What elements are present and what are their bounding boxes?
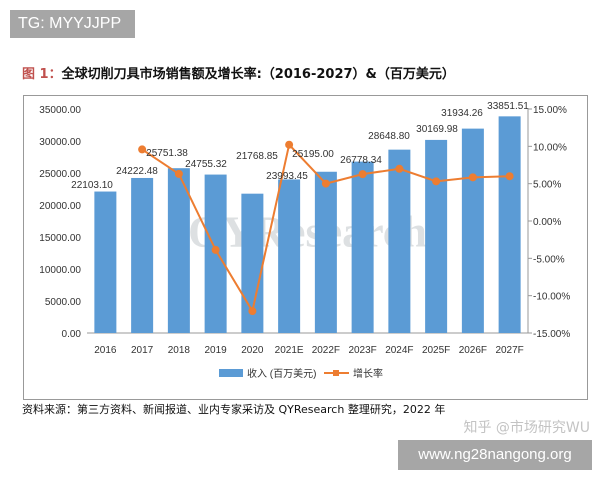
x-tick-label: 2019 <box>205 345 228 356</box>
y-left-tick-label: 0.00 <box>62 329 82 340</box>
y-right-tick-label: 15.00% <box>533 105 567 116</box>
bar-2021E <box>278 179 301 333</box>
bar-2022F <box>314 171 337 333</box>
bar-2025F <box>425 139 448 333</box>
x-tick-label: 2022F <box>312 345 340 356</box>
x-tick-label: 2016 <box>94 345 117 356</box>
bar-2018 <box>167 168 190 333</box>
y-left-tick-label: 35000.00 <box>39 105 81 116</box>
bar-data-label: 26778.34 <box>340 155 382 166</box>
x-tick-label: 2017 <box>131 345 154 356</box>
qyresearch-watermark: QYResearch <box>188 208 427 257</box>
y-right-tick-label: 0.00% <box>533 217 561 228</box>
figure-label: 图 1： <box>22 67 62 82</box>
bar-2027F <box>498 116 521 333</box>
bar-data-label: 22103.10 <box>71 180 113 191</box>
bar-data-label: 21768.85 <box>236 151 278 162</box>
growth-point-2017 <box>138 145 147 154</box>
top-badge: TG: MYYJJPP <box>10 10 135 38</box>
legend-line-marker <box>333 370 339 376</box>
growth-point-2019 <box>211 245 220 254</box>
growth-point-2023F <box>358 170 367 179</box>
bar-data-label: 33851.51 <box>487 101 529 112</box>
growth-point-2027F <box>505 172 514 181</box>
legend-line-label: 增长率 <box>353 367 383 380</box>
growth-point-2024F <box>395 164 404 173</box>
y-left-tick-label: 5000.00 <box>45 297 82 308</box>
growth-point-2022F <box>321 179 330 188</box>
bar-data-label: 28648.80 <box>368 131 410 142</box>
y-right-tick-label: -15.00% <box>533 329 570 340</box>
bar-data-label: 24755.32 <box>185 159 227 170</box>
y-right-tick-label: 5.00% <box>533 180 561 191</box>
chart-frame: QYResearch 0.00 5000.00 10000.00 15000.00 200… <box>23 95 588 400</box>
x-tick-label: 2021E <box>275 345 304 356</box>
bar-2024F <box>388 149 411 333</box>
y-left-tick-label: 15000.00 <box>39 233 81 244</box>
zhihu-watermark: 知乎 @市场研究WU <box>463 420 590 436</box>
bar-data-label: 31934.26 <box>441 108 483 119</box>
x-tick-label: 2024F <box>385 345 413 356</box>
y-left-tick-label: 20000.00 <box>39 201 81 212</box>
chart-title: 图 1：全球切削刀具市场销售额及增长率:（2016-2027）&（百万美元） <box>22 63 455 82</box>
growth-point-2021E <box>285 140 294 149</box>
source-footer: 资料来源：第三方资料、新闻报道、业内专家采访及 QYResearch 整理研究，… <box>22 403 446 416</box>
chart-svg: QYResearch 0.00 5000.00 10000.00 15000.00 200… <box>39 101 570 380</box>
growth-point-2026F <box>468 173 477 182</box>
x-tick-label: 2020 <box>241 345 264 356</box>
x-tick-label: 2025F <box>422 345 450 356</box>
y-right-tick-label: -10.00% <box>533 292 570 303</box>
legend-bar-label: 收入 (百万美元) <box>247 367 316 380</box>
bar-2023F <box>351 161 374 333</box>
bar-data-label: 25751.38 <box>146 148 188 159</box>
legend-bar-swatch <box>219 369 243 377</box>
bar-data-label: 25195.00 <box>292 149 334 160</box>
x-tick-label: 2027F <box>495 345 523 356</box>
bar-data-label: 30169.98 <box>416 124 458 135</box>
site-badge: www.ng28nangong.org <box>398 440 592 470</box>
growth-point-2020 <box>248 307 257 316</box>
bar-data-label: 24222.48 <box>116 166 158 177</box>
y-right-tick-label: 10.00% <box>533 142 567 153</box>
bar-2016 <box>94 191 117 333</box>
x-tick-label: 2018 <box>168 345 191 356</box>
bar-2020 <box>241 193 264 333</box>
growth-point-2018 <box>174 169 183 178</box>
bar-2017 <box>131 177 154 333</box>
growth-point-2025F <box>432 177 441 186</box>
y-left-tick-label: 30000.00 <box>39 137 81 148</box>
bar-data-label: 23993.45 <box>266 171 308 182</box>
y-left-tick-label: 25000.00 <box>39 169 81 180</box>
title-text: 全球切削刀具市场销售额及增长率:（2016-2027）&（百万美元） <box>61 67 455 82</box>
y-right-tick-label: -5.00% <box>533 254 565 265</box>
y-left-tick-label: 10000.00 <box>39 265 81 276</box>
bar-2026F <box>461 128 484 333</box>
x-tick-label: 2023F <box>348 345 376 356</box>
x-tick-label: 2026F <box>459 345 487 356</box>
